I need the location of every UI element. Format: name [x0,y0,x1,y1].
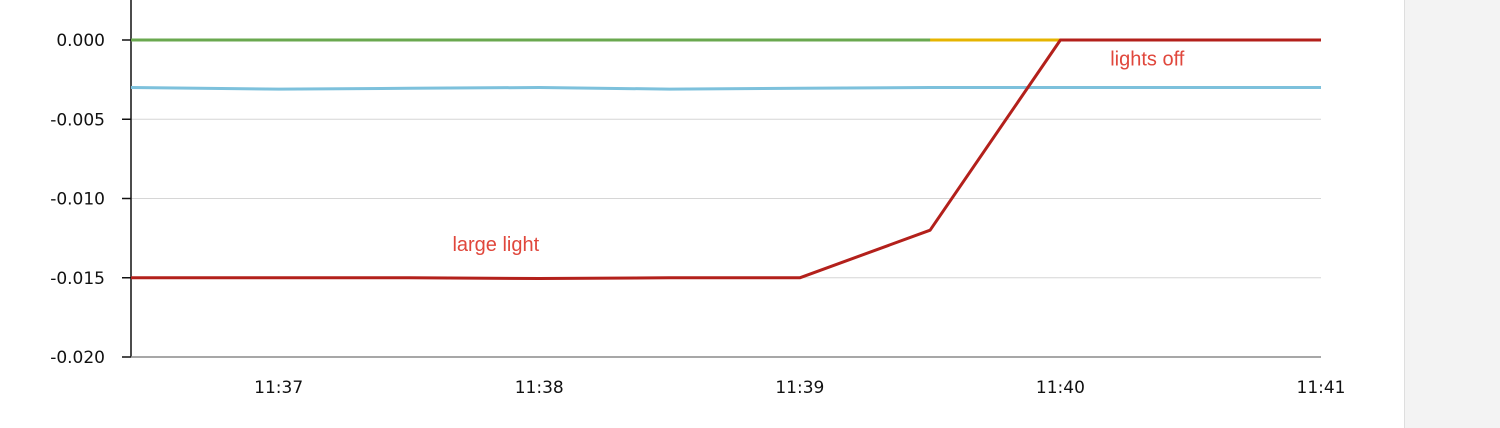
series-lines [130,38,1321,280]
y-tick-label: -0.005 [50,110,105,130]
x-tick-label: 11:38 [515,378,564,398]
x-tick-label: 11:37 [254,378,303,398]
series-line-4 [131,38,1321,280]
chart-area: 0.000 -0.005 -0.010 -0.015 -0.020 11:37 11:38 1… [50,0,1346,398]
axes: 0.000 -0.005 -0.010 -0.015 -0.020 11:37 11:38 1… [50,0,1346,398]
y-tick-label: -0.015 [50,269,105,289]
side-panel [1404,0,1500,428]
x-tick-label: 11:39 [775,378,824,398]
annotation-label-2: lights off [1110,48,1185,70]
x-tick-label: 11:40 [1036,378,1085,398]
y-tick-label: -0.010 [50,190,105,210]
annotations: large light lights off [452,48,1184,255]
x-tick-label: 11:41 [1297,378,1346,398]
series-line-3 [130,86,1321,91]
y-tick-label: 0.000 [56,31,105,51]
y-tick-label: -0.020 [50,348,105,368]
annotation-label-1: large light [452,234,539,256]
line-chart: 0.000 -0.005 -0.010 -0.015 -0.020 11:37 11:38 1… [50,0,1346,398]
